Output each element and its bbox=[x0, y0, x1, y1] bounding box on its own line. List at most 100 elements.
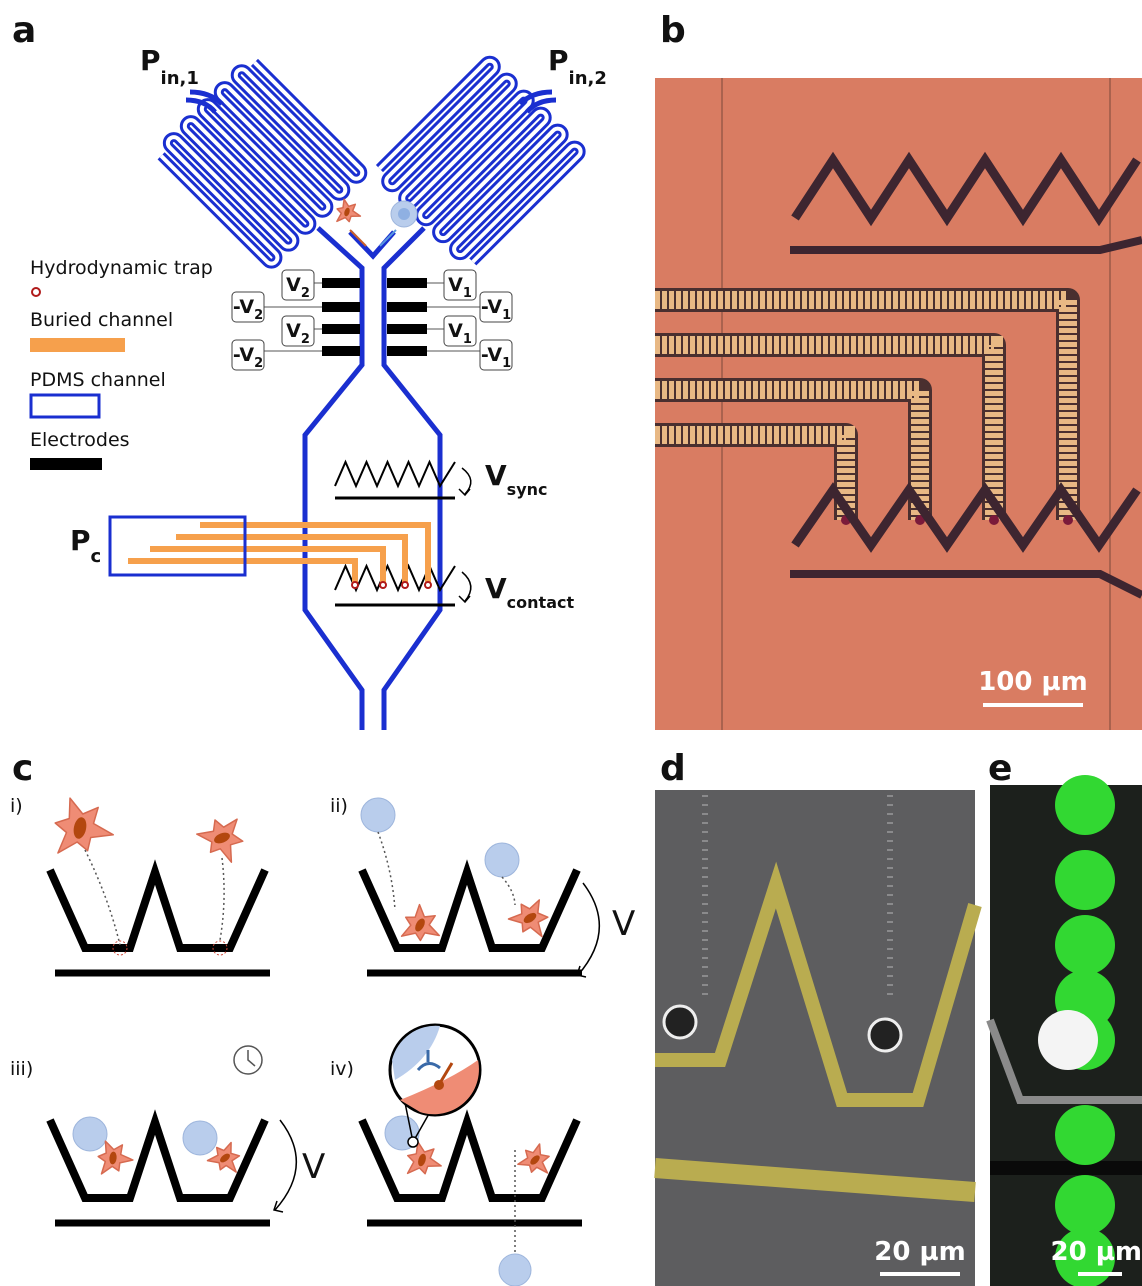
arrow-head bbox=[576, 965, 587, 978]
nucleus bbox=[344, 207, 350, 217]
zoom-receptor bbox=[434, 1080, 444, 1090]
trap bbox=[351, 581, 359, 589]
electrode bbox=[322, 302, 360, 312]
voltage-arrow bbox=[274, 1119, 298, 1211]
channel-lumen bbox=[378, 58, 583, 264]
zoom-bead bbox=[392, 1025, 440, 1080]
electrode-label: -V1 bbox=[481, 344, 511, 371]
zoom-receptor bbox=[438, 1062, 454, 1084]
voltage-sub: sync bbox=[507, 480, 548, 499]
pressure-label: Pc bbox=[70, 524, 101, 567]
legend-label: Buried channel bbox=[30, 309, 173, 331]
labels: a b c d e Pin,1 Pin,2 Hydrodynamic trap … bbox=[10, 10, 1142, 1267]
well-electrode bbox=[358, 859, 581, 952]
trap-image bbox=[989, 515, 999, 525]
scale-bar-label: 20 µm bbox=[1051, 1237, 1142, 1267]
flow-arrow bbox=[349, 229, 367, 247]
meander bbox=[375, 55, 586, 266]
electrode-sem bbox=[654, 1158, 976, 1202]
inlet-sub: in,1 bbox=[161, 68, 199, 89]
electrode-main: -V bbox=[481, 296, 503, 318]
panel-label: b bbox=[660, 10, 686, 51]
buried-channel bbox=[128, 558, 358, 583]
voltage-arrow bbox=[577, 882, 601, 976]
fluorescent-bead bbox=[1055, 1175, 1115, 1235]
bead bbox=[360, 797, 396, 833]
trajectory bbox=[501, 876, 516, 906]
legend-trap bbox=[31, 287, 41, 297]
label-box bbox=[231, 339, 265, 371]
label-box bbox=[281, 315, 315, 347]
legend-label: PDMS channel bbox=[30, 369, 166, 391]
electrode bbox=[387, 346, 427, 356]
electrode-sub: 1 bbox=[502, 356, 511, 371]
electrode-sub: 1 bbox=[463, 286, 472, 301]
inlet-channel bbox=[525, 97, 557, 114]
electrode-image bbox=[791, 482, 1141, 553]
buried-channel-image bbox=[655, 291, 1077, 520]
legend-label: Hydrodynamic trap bbox=[30, 257, 213, 279]
electrode bbox=[387, 278, 427, 288]
fluorescent-bead bbox=[1055, 850, 1115, 910]
electrode bbox=[322, 278, 360, 288]
nucleus bbox=[214, 832, 230, 844]
sync-electrode bbox=[334, 459, 456, 489]
arrow-head bbox=[273, 1200, 284, 1213]
electrode-main: V bbox=[448, 320, 463, 342]
voltage-sub: contact bbox=[507, 593, 575, 612]
bead bbox=[484, 842, 520, 878]
target-trap bbox=[212, 940, 228, 956]
inlet-sub: in,2 bbox=[569, 68, 607, 89]
legend-buried bbox=[30, 338, 125, 352]
electrode bbox=[322, 324, 360, 334]
electrode-label: -V1 bbox=[481, 296, 511, 323]
trap-image bbox=[1063, 515, 1073, 525]
bead bbox=[72, 1116, 108, 1152]
trap bbox=[401, 581, 409, 589]
scale-bar-label: 20 µm bbox=[874, 1237, 965, 1267]
electrode-label: -V2 bbox=[233, 296, 263, 323]
trap bbox=[424, 581, 432, 589]
inlet-channel bbox=[185, 97, 217, 114]
electrode-label: V1 bbox=[448, 320, 472, 347]
buried-channel-image bbox=[655, 381, 929, 520]
electrode-sub: 1 bbox=[502, 308, 511, 323]
nucleus bbox=[220, 1153, 230, 1163]
electrode-label: V2 bbox=[286, 274, 310, 301]
trap bbox=[379, 581, 387, 589]
cell-bright bbox=[1038, 1010, 1098, 1070]
arrow-head bbox=[458, 488, 471, 497]
electrode-main: -V bbox=[233, 344, 255, 366]
buried-channel bbox=[150, 546, 386, 583]
buried-channel-image bbox=[655, 336, 1003, 520]
pdms-box bbox=[108, 515, 247, 577]
electrode-sub: 1 bbox=[463, 332, 472, 347]
inlet-label: Pin,1 bbox=[140, 44, 199, 89]
electrode-shadow bbox=[986, 1018, 1142, 1104]
bead bbox=[498, 1253, 532, 1286]
well-electrode bbox=[46, 859, 269, 952]
voltage-main: V bbox=[485, 459, 507, 492]
electrode-image bbox=[790, 236, 1142, 254]
electrode-sub: 2 bbox=[254, 308, 263, 323]
nucleus bbox=[73, 817, 87, 839]
label-box bbox=[443, 315, 477, 347]
panel-label: c bbox=[12, 748, 33, 789]
trajectory bbox=[84, 849, 121, 946]
legend-electrode bbox=[30, 458, 102, 470]
inlet-channel bbox=[518, 89, 553, 106]
electrode-main: V bbox=[448, 274, 463, 296]
flow-arrow bbox=[379, 229, 397, 247]
zoom-synapse bbox=[416, 1050, 441, 1072]
label-box bbox=[479, 339, 513, 371]
channel-wall bbox=[375, 55, 586, 266]
well-electrode bbox=[358, 1109, 581, 1202]
fluorescent-bead bbox=[1055, 1228, 1115, 1286]
step-label: iii) bbox=[10, 1058, 33, 1080]
inlet-channel bbox=[189, 89, 224, 106]
scale-bar-label: 100 µm bbox=[978, 667, 1088, 697]
bead bbox=[182, 1120, 218, 1156]
electrode-sub: 2 bbox=[254, 356, 263, 371]
label-box bbox=[443, 269, 477, 301]
electrode-sub: 2 bbox=[301, 332, 310, 347]
